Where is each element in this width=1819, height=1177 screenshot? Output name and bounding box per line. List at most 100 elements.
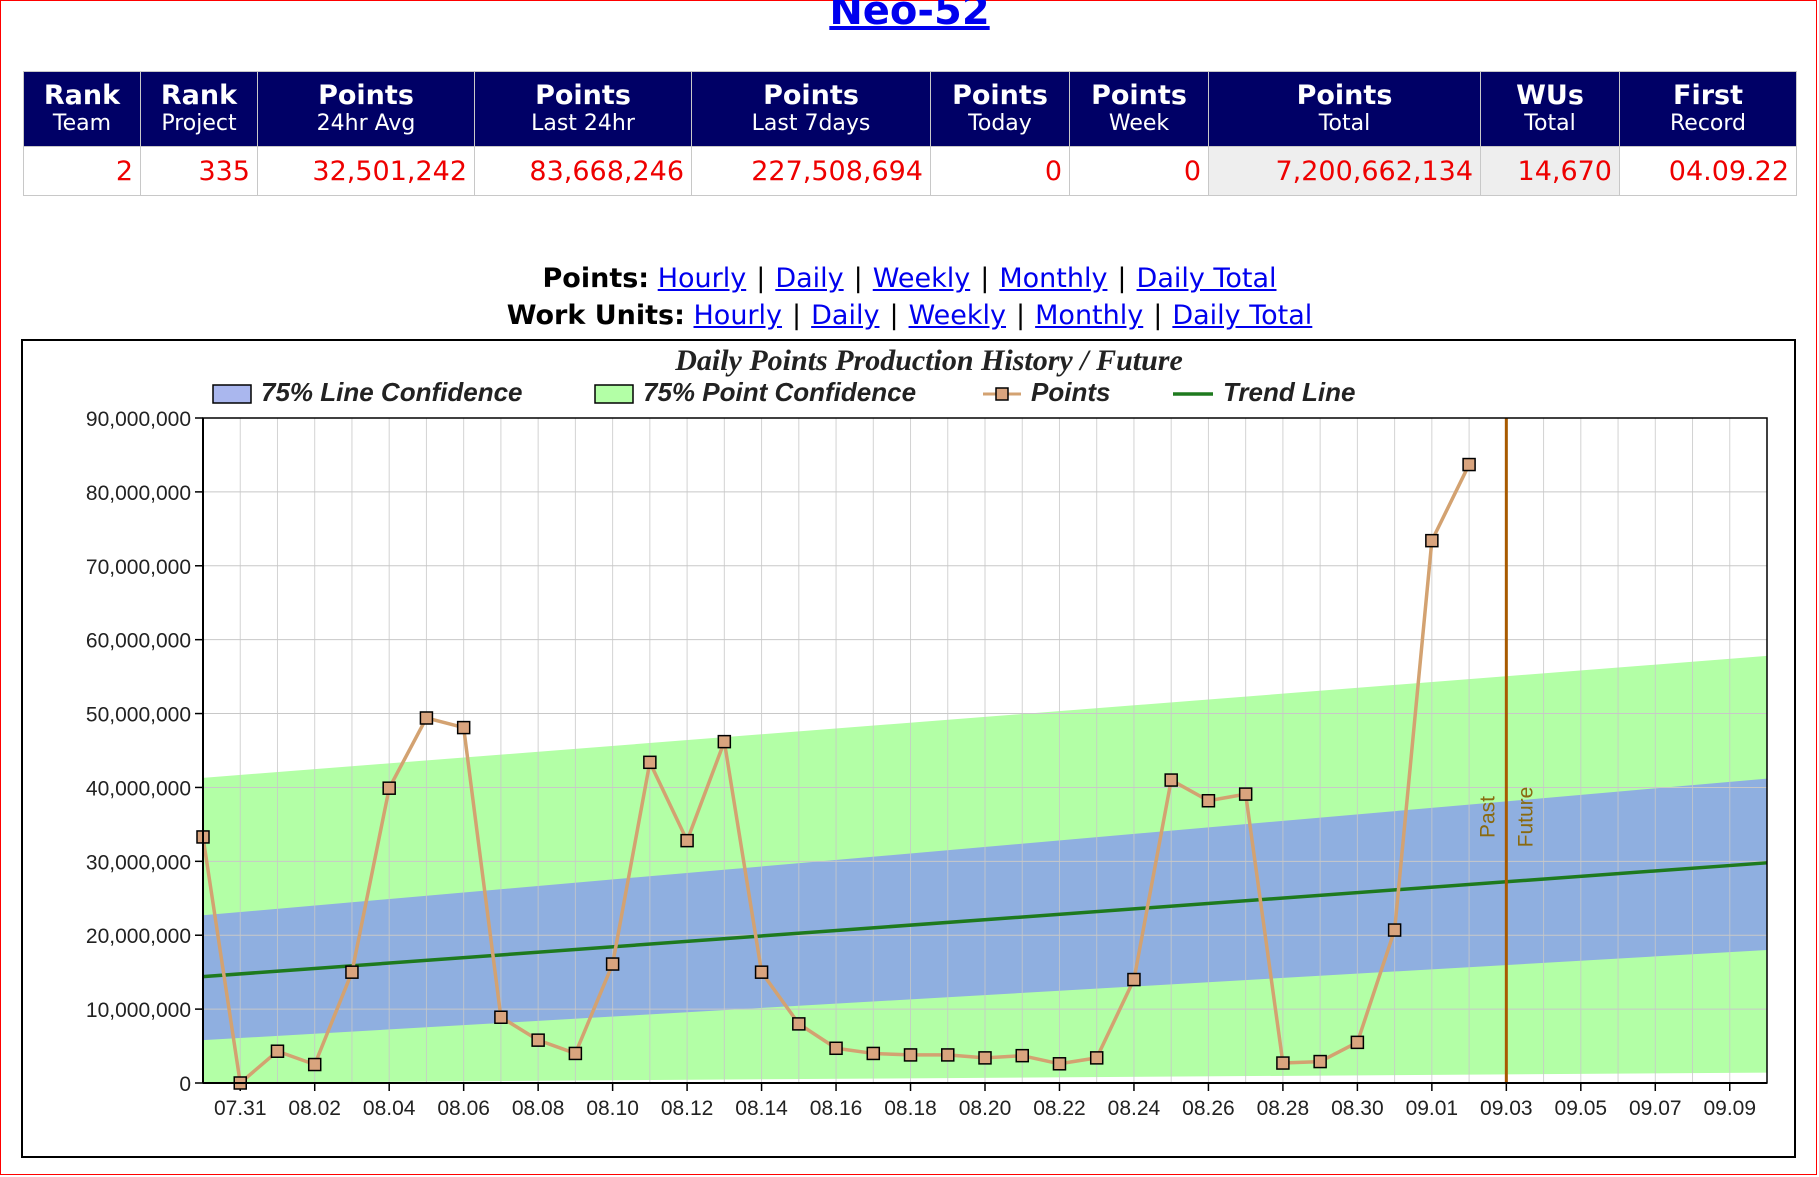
x-tick-label: 09.01 bbox=[1406, 1097, 1459, 1120]
workunits-link-hourly[interactable]: Hourly bbox=[693, 300, 783, 331]
separator: | bbox=[889, 300, 899, 331]
y-tick-label: 70,000,000 bbox=[86, 556, 191, 579]
header-rank-team: Rank Team bbox=[23, 71, 141, 147]
points-link-daily[interactable]: Daily bbox=[775, 263, 844, 294]
value-first-record: 04.09.22 bbox=[1619, 146, 1797, 196]
workunits-link-monthly[interactable]: Monthly bbox=[1035, 300, 1144, 331]
y-tick-label: 80,000,000 bbox=[86, 482, 191, 505]
x-tick-label: 08.22 bbox=[1033, 1097, 1086, 1120]
separator: | bbox=[853, 263, 863, 294]
points-marker bbox=[568, 1046, 583, 1061]
y-tick-label: 0 bbox=[179, 1073, 191, 1096]
separator: | bbox=[980, 263, 990, 294]
x-tick-label: 08.20 bbox=[959, 1097, 1012, 1120]
points-marker bbox=[1201, 793, 1216, 808]
legend-swatch-points-marker bbox=[995, 387, 1009, 401]
separator: | bbox=[756, 263, 766, 294]
x-tick-label: 08.06 bbox=[437, 1097, 490, 1120]
points-marker bbox=[1425, 533, 1439, 548]
points-marker bbox=[1313, 1054, 1327, 1069]
points-marker bbox=[717, 734, 732, 749]
x-tick-label: 08.30 bbox=[1331, 1097, 1384, 1120]
x-tick-label: 08.08 bbox=[512, 1097, 565, 1120]
divider-label-future: Future bbox=[1514, 787, 1537, 848]
points-marker bbox=[1387, 923, 1402, 937]
header-rank-project: Rank Project bbox=[140, 71, 258, 147]
points-marker bbox=[643, 755, 657, 770]
points-marker bbox=[754, 965, 769, 979]
points-marker bbox=[680, 833, 694, 848]
points-marker bbox=[1164, 773, 1178, 787]
points-marker bbox=[531, 1033, 545, 1047]
separator: | bbox=[792, 300, 802, 331]
x-tick-label: 08.10 bbox=[586, 1097, 639, 1120]
value-points-24hr-avg: 32,501,242 bbox=[257, 146, 475, 196]
x-tick-label: 08.24 bbox=[1108, 1097, 1161, 1120]
points-link-daily-total[interactable]: Daily Total bbox=[1136, 263, 1277, 294]
workunits-link-daily[interactable]: Daily bbox=[811, 300, 880, 331]
x-tick-label: 08.26 bbox=[1182, 1097, 1235, 1120]
points-marker bbox=[494, 1010, 508, 1024]
workunits-link-daily-total[interactable]: Daily Total bbox=[1172, 300, 1313, 331]
workunits-link-weekly[interactable]: Weekly bbox=[908, 300, 1007, 331]
points-marker bbox=[1350, 1035, 1365, 1050]
separator: | bbox=[1153, 300, 1163, 331]
points-links-label: Points: bbox=[542, 263, 650, 294]
points-marker bbox=[1089, 1051, 1104, 1065]
y-tick-label: 90,000,000 bbox=[86, 408, 191, 431]
header-points-total: Points Total bbox=[1208, 71, 1481, 147]
workunits-link-row: Work Units: Hourly | Daily | Weekly | Monthly |… bbox=[0, 300, 1819, 331]
points-marker bbox=[1127, 972, 1141, 987]
legend-label-points: Points bbox=[1031, 377, 1110, 407]
points-link-weekly[interactable]: Weekly bbox=[872, 263, 971, 294]
divider-label-past: Past bbox=[1476, 796, 1499, 838]
points-link-hourly[interactable]: Hourly bbox=[657, 263, 747, 294]
y-tick-label: 30,000,000 bbox=[86, 851, 191, 874]
separator: | bbox=[1117, 263, 1127, 294]
header-points-24hr-avg: Points 24hr Avg bbox=[257, 71, 475, 147]
chart-title: Daily Points Production History / Future bbox=[674, 344, 1183, 377]
points-marker bbox=[419, 711, 434, 725]
points-marker bbox=[1015, 1048, 1029, 1063]
value-points-week: 0 bbox=[1069, 146, 1209, 196]
legend-label-trend-line: Trend Line bbox=[1223, 377, 1355, 407]
points-marker bbox=[1462, 457, 1476, 472]
points-marker bbox=[456, 720, 471, 735]
page-title[interactable]: Neo-52 bbox=[829, 0, 990, 34]
stats-table: Rank Team Rank Project Points 24hr Avg Poin… bbox=[23, 71, 1797, 196]
points-marker bbox=[829, 1041, 843, 1056]
value-points-today: 0 bbox=[930, 146, 1070, 196]
x-tick-label: 08.04 bbox=[363, 1097, 416, 1120]
points-link-monthly[interactable]: Monthly bbox=[999, 263, 1108, 294]
points-history-chart: 0 10,000,000 20,000,000 30,000,000 40,000,00… bbox=[86, 344, 1768, 1120]
points-marker bbox=[1238, 787, 1253, 801]
header-points-last-7days: Points Last 7days bbox=[691, 71, 931, 147]
legend-swatch-point-confidence bbox=[594, 384, 634, 404]
x-tick-label: 08.02 bbox=[288, 1097, 341, 1120]
points-marker bbox=[382, 781, 396, 795]
legend-swatch-line-confidence bbox=[212, 384, 252, 404]
separator: | bbox=[1016, 300, 1026, 331]
points-marker bbox=[307, 1057, 322, 1072]
x-tick-label: 08.12 bbox=[661, 1097, 714, 1120]
value-points-last-24hr: 83,668,246 bbox=[474, 146, 692, 196]
points-marker bbox=[941, 1048, 955, 1062]
x-tick-label: 09.09 bbox=[1703, 1097, 1756, 1120]
points-marker bbox=[978, 1051, 992, 1065]
plot-border bbox=[202, 417, 1768, 1084]
y-tick-label: 60,000,000 bbox=[86, 630, 191, 653]
x-tick-label: 08.14 bbox=[735, 1097, 788, 1120]
value-points-last-7days: 227,508,694 bbox=[691, 146, 931, 196]
legend-label-line-confidence: 75% Line Confidence bbox=[261, 377, 523, 407]
x-tick-label: 09.05 bbox=[1555, 1097, 1608, 1120]
y-tick-label: 20,000,000 bbox=[86, 925, 191, 948]
points-marker bbox=[605, 957, 620, 971]
y-tick-label: 40,000,000 bbox=[86, 777, 191, 800]
points-marker bbox=[1052, 1057, 1067, 1071]
points-marker bbox=[866, 1046, 881, 1061]
legend-label-point-confidence: 75% Point Confidence bbox=[643, 377, 916, 407]
points-marker bbox=[345, 965, 359, 979]
points-marker bbox=[270, 1044, 285, 1058]
x-tick-label: 07.31 bbox=[214, 1097, 267, 1120]
chart-container: 0 10,000,000 20,000,000 30,000,000 40,000,00… bbox=[21, 339, 1796, 1158]
